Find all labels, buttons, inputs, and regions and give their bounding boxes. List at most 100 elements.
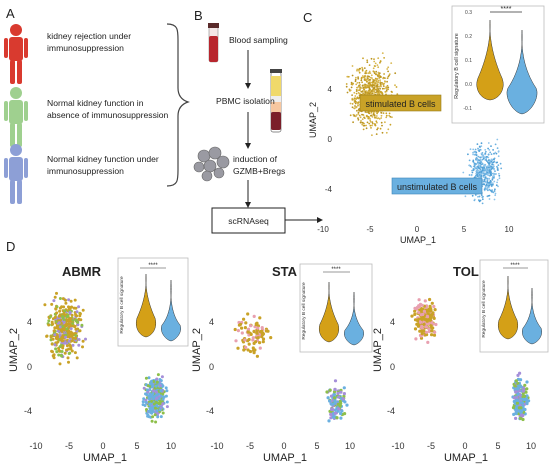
scatter-point (468, 164, 471, 167)
scatter-point (387, 88, 389, 91)
scatter-point (67, 352, 71, 355)
axis-label-x: UMAP_1 (400, 235, 436, 245)
panel-a-item-2-label: Normal kidney function in absence of imm… (47, 98, 169, 120)
scatter-point (358, 114, 361, 117)
scatter-point (55, 291, 58, 295)
tick-label: 5 (462, 225, 467, 234)
arrow-head (245, 83, 251, 89)
scatter-point (329, 412, 333, 416)
scatter-point (520, 413, 524, 417)
scatter-point (364, 111, 367, 113)
scatter-point (395, 86, 398, 88)
scatter-point (351, 106, 354, 109)
scatter-point (333, 387, 337, 391)
scatter-point (351, 65, 354, 67)
scatter-point (62, 328, 66, 332)
scatter-point (493, 177, 495, 179)
panel-a-item-3-label: Normal kidney function under immunosuppr… (47, 154, 161, 176)
scatter-point (236, 346, 240, 350)
scatter-point (495, 184, 498, 187)
scatter-point (419, 308, 423, 312)
scatter-point (244, 345, 248, 350)
scatter-point (150, 419, 154, 423)
scatter-point (420, 329, 424, 333)
scatter-point (73, 324, 77, 328)
scatter-point (354, 100, 357, 103)
ficoll-tube-icon (270, 69, 282, 133)
scatter-point (348, 88, 351, 91)
scatter-point (417, 298, 421, 302)
scatter-point (521, 395, 525, 399)
scatter-point (479, 148, 481, 151)
scatter-point (374, 85, 377, 88)
scatter-point (150, 399, 154, 403)
scatter-point (491, 189, 493, 192)
scatter-point (387, 86, 390, 89)
scatter-point (379, 127, 382, 130)
scatter-point (379, 60, 382, 62)
scatter-point (375, 115, 378, 117)
scatter-point (377, 57, 380, 60)
tick-label: -4 (24, 406, 32, 416)
scatter-point (52, 329, 56, 333)
scatter-point (371, 122, 374, 125)
scatter-point (372, 113, 375, 116)
scatter-point (159, 415, 163, 419)
scatter-point (357, 97, 360, 100)
tick-label: 0 (415, 225, 420, 234)
scatter-point (145, 393, 149, 397)
scatter-point (475, 151, 478, 154)
scatter-point (525, 394, 529, 398)
scatter-point (269, 336, 273, 340)
scatter-point (336, 391, 340, 395)
scatter-point (357, 111, 360, 114)
human-figure-icon (4, 87, 28, 147)
panel-label-c: C (303, 10, 312, 25)
scatter-point (369, 117, 371, 120)
scatter-point (428, 306, 432, 310)
violin-stimulated (136, 273, 156, 338)
scatter-point (353, 107, 355, 110)
scatter-point (355, 92, 358, 95)
axis-label-x: UMAP_1 (83, 452, 127, 464)
cluster-label-box (359, 94, 442, 112)
scatter-point (521, 397, 526, 401)
scatter-point (497, 185, 499, 188)
scatter-point (376, 128, 378, 131)
scatter-point (480, 152, 483, 155)
scatter-point (366, 59, 369, 62)
scatter-point (327, 419, 331, 423)
scatter-point (162, 395, 165, 399)
scatter-point (493, 152, 495, 155)
scatter-point (364, 71, 367, 73)
scatter-point (479, 158, 482, 161)
scatter-point (484, 153, 486, 156)
scatter-point (487, 189, 489, 192)
scatter-point (74, 334, 78, 338)
scatter-point (351, 98, 354, 101)
scatter-point (479, 162, 482, 165)
scatter-point (518, 401, 522, 405)
scatter-point (384, 77, 386, 79)
scatter-point (488, 198, 491, 200)
scatter-point (61, 315, 65, 319)
scatter-point (467, 153, 469, 156)
scatter-point (377, 92, 379, 95)
scatter-point (367, 111, 370, 114)
tick-label: 0 (462, 441, 467, 451)
scatter-point (477, 195, 479, 198)
scatter-point (73, 298, 77, 302)
scatter-point (490, 159, 493, 162)
scatter-point (369, 120, 372, 123)
scatter-point (367, 82, 370, 85)
scatter-point (430, 312, 435, 316)
scatter-point (359, 86, 361, 89)
scatter-point (80, 323, 84, 327)
scatter-point (485, 184, 487, 187)
scatter-point (384, 80, 386, 82)
scatter-point (155, 377, 159, 381)
scatter-point (491, 178, 494, 181)
scatter-point (373, 83, 376, 85)
scatter-point (484, 177, 487, 180)
scatter-point (161, 411, 165, 415)
